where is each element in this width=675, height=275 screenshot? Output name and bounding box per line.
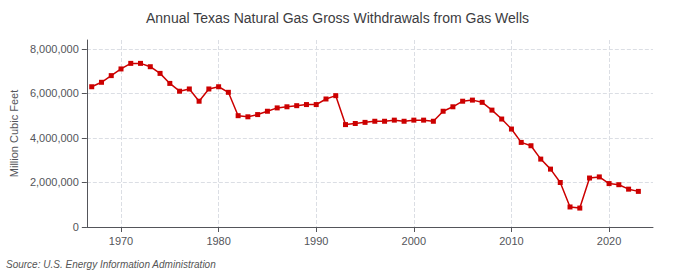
svg-text:6,000,000: 6,000,000 <box>30 87 79 99</box>
svg-text:1990: 1990 <box>304 235 328 247</box>
svg-text:4,000,000: 4,000,000 <box>30 132 79 144</box>
svg-text:2,000,000: 2,000,000 <box>30 176 79 188</box>
svg-text:2010: 2010 <box>499 235 523 247</box>
svg-text:0: 0 <box>73 221 79 233</box>
svg-text:1970: 1970 <box>109 235 133 247</box>
svg-text:Annual Texas Natural Gas Gross: Annual Texas Natural Gas Gross Withdrawa… <box>146 10 529 26</box>
svg-text:1980: 1980 <box>206 235 230 247</box>
svg-text:2020: 2020 <box>597 235 621 247</box>
svg-text:Source: U.S. Energy Informatio: Source: U.S. Energy Information Administ… <box>6 259 216 270</box>
svg-text:8,000,000: 8,000,000 <box>30 43 79 55</box>
svg-text:Million Cubic Feet: Million Cubic Feet <box>8 90 20 177</box>
svg-text:2000: 2000 <box>402 235 426 247</box>
